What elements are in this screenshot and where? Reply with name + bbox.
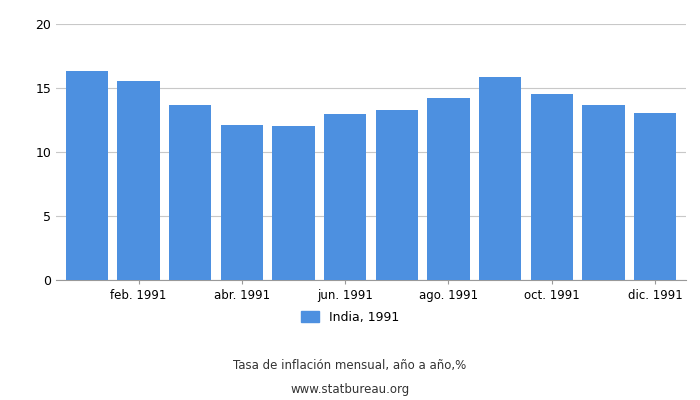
Bar <box>169 105 211 280</box>
Legend: India, 1991: India, 1991 <box>301 311 399 324</box>
Text: Tasa de inflación mensual, año a año,%: Tasa de inflación mensual, año a año,% <box>233 359 467 372</box>
Bar <box>582 105 624 280</box>
Bar <box>220 125 263 280</box>
Bar <box>272 126 315 280</box>
Bar <box>118 81 160 280</box>
Bar <box>531 94 573 280</box>
Bar <box>324 114 366 280</box>
Text: www.statbureau.org: www.statbureau.org <box>290 383 410 396</box>
Bar <box>376 110 418 280</box>
Bar <box>66 71 108 280</box>
Bar <box>427 98 470 280</box>
Bar <box>634 113 676 280</box>
Bar <box>479 77 522 280</box>
